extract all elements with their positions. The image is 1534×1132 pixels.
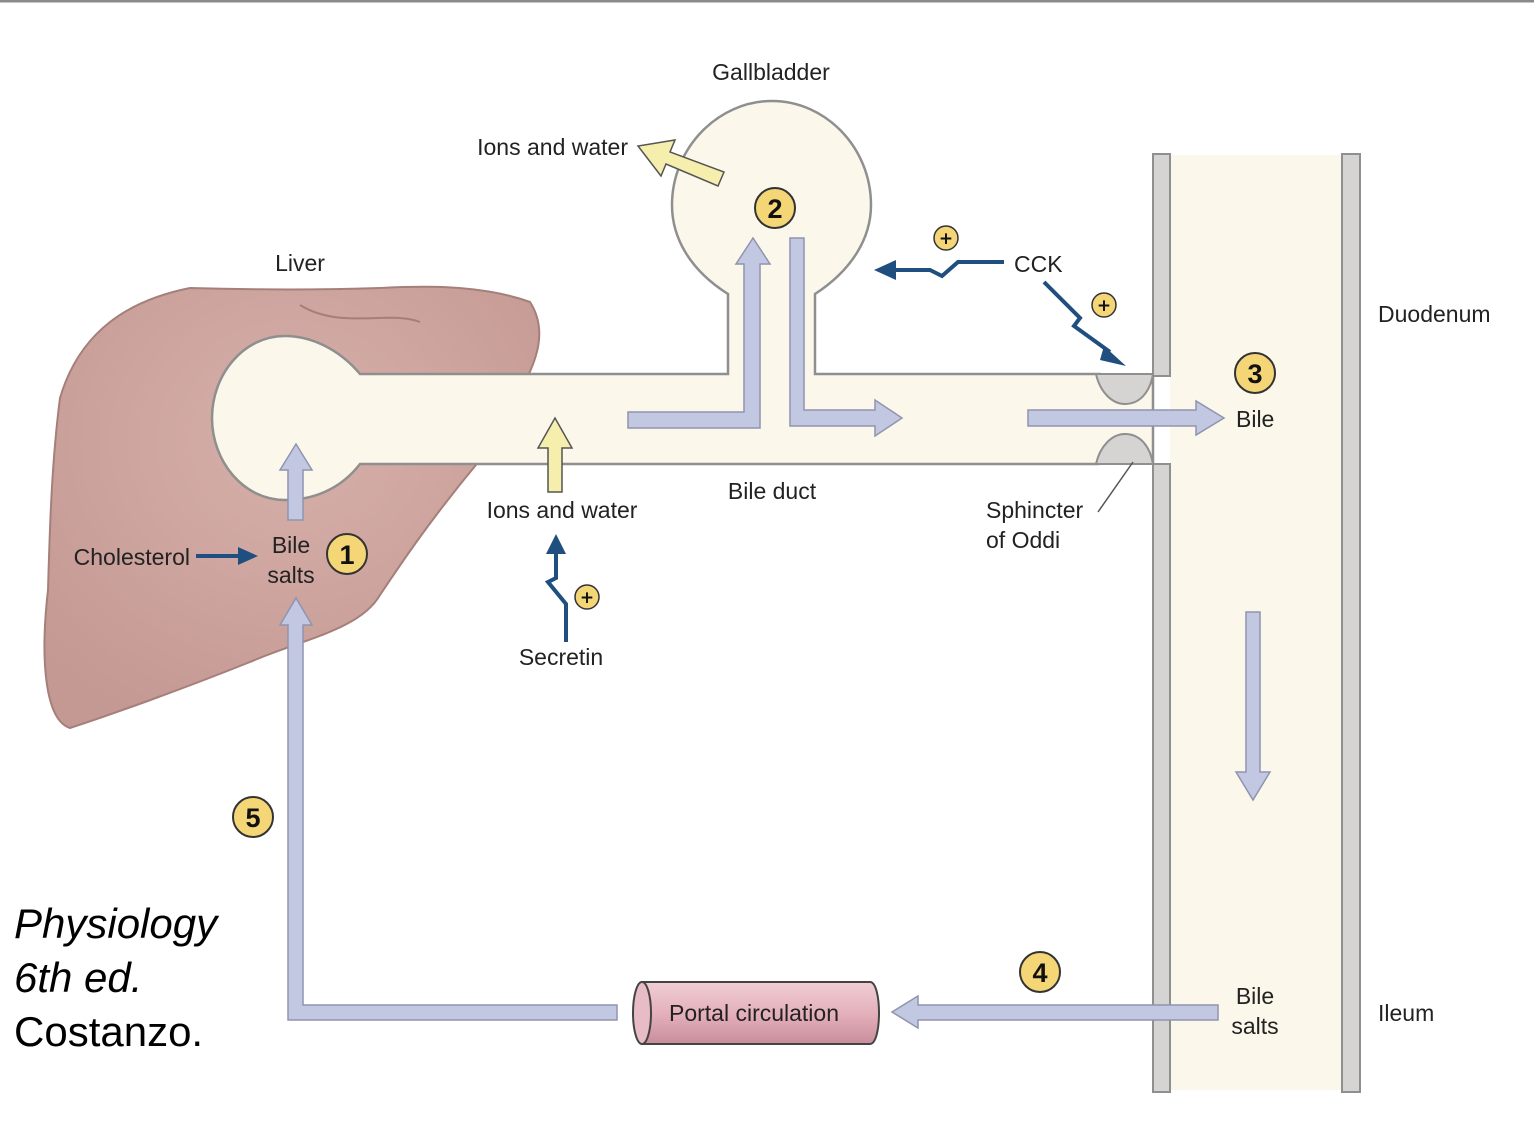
sphincter-lower [1094,432,1155,465]
duodenum-left-wall-lower [1152,463,1171,1093]
cck-label: CCK [1014,251,1063,277]
bile-salts-liver-label-line1: Bile [272,532,310,558]
bile-salts-ileum-label-line1: Bile [1236,983,1274,1009]
cholesterol-label: Cholesterol [74,544,190,570]
citation-author: Costanzo. [14,1008,203,1055]
step-2-badge: 2 [754,187,796,229]
step-5-badge: 5 [232,796,274,838]
bile-salts-secretion-arrow [278,442,314,521]
ileum-label: Ileum [1378,1000,1434,1026]
intestinal-transit-arrow [1234,611,1272,802]
step-5-number: 5 [245,803,260,833]
cholesterol-arrow [196,547,258,565]
step-3-number: 3 [1247,359,1262,389]
ileum-reabsorption-arrow [890,994,1219,1030]
duodenum-right-wall [1341,153,1361,1093]
portal-return-arrow [278,596,618,1021]
sphincter-label-line1: Sphincter [986,497,1084,523]
bile-to-duodenum-arrow [1027,399,1226,437]
bile-out-gallbladder-arrow [789,237,904,438]
ions-water-gallbladder-arrow [636,139,726,187]
plus-text: + [580,588,594,608]
step-2-number: 2 [767,194,782,224]
secretin-arrow [544,534,568,642]
duodenum-label: Duodenum [1378,301,1491,327]
citation-title: Physiology [14,900,220,947]
liver-label: Liver [275,250,325,276]
cck-sphincter-arrow [1042,280,1126,366]
citation-edition: 6th ed. [14,954,142,1001]
ions-water-duct-label: Ions and water [487,497,638,523]
plus-sign-secretin: + [574,584,600,610]
gallbladder-label: Gallbladder [712,59,830,85]
portal-circulation-vessel: Portal circulation [632,981,880,1045]
plus-text: + [1097,296,1111,316]
step-1-number: 1 [339,540,354,570]
ions-water-top-label: Ions and water [477,134,628,160]
bile-into-gallbladder-arrow [627,236,772,429]
bile-salts-ileum-label-line2: salts [1231,1013,1278,1039]
step-1-badge: 1 [326,533,368,575]
liver-lobe-line [299,304,421,323]
plus-sign-cck-gallbladder: + [933,225,959,251]
bile-label: Bile [1236,406,1274,432]
plus-sign-cck-sphincter: + [1091,292,1117,318]
cck-gallbladder-arrow [874,260,1004,280]
step-3-badge: 3 [1234,352,1276,394]
sphincter-label-line2: of Oddi [986,527,1060,553]
step-4-badge: 4 [1019,951,1061,993]
plus-text: + [939,229,953,249]
bile-duct-label: Bile duct [728,478,817,504]
bile-salts-liver-label-line2: salts [267,562,314,588]
portal-circulation-label: Portal circulation [669,1000,839,1026]
secretin-label: Secretin [519,644,603,670]
duodenum-left-wall-upper [1152,153,1171,377]
step-4-number: 4 [1032,958,1047,988]
ions-water-duct-arrow [536,416,574,493]
sphincter-pointer [1097,461,1134,513]
sphincter-upper [1094,373,1155,406]
